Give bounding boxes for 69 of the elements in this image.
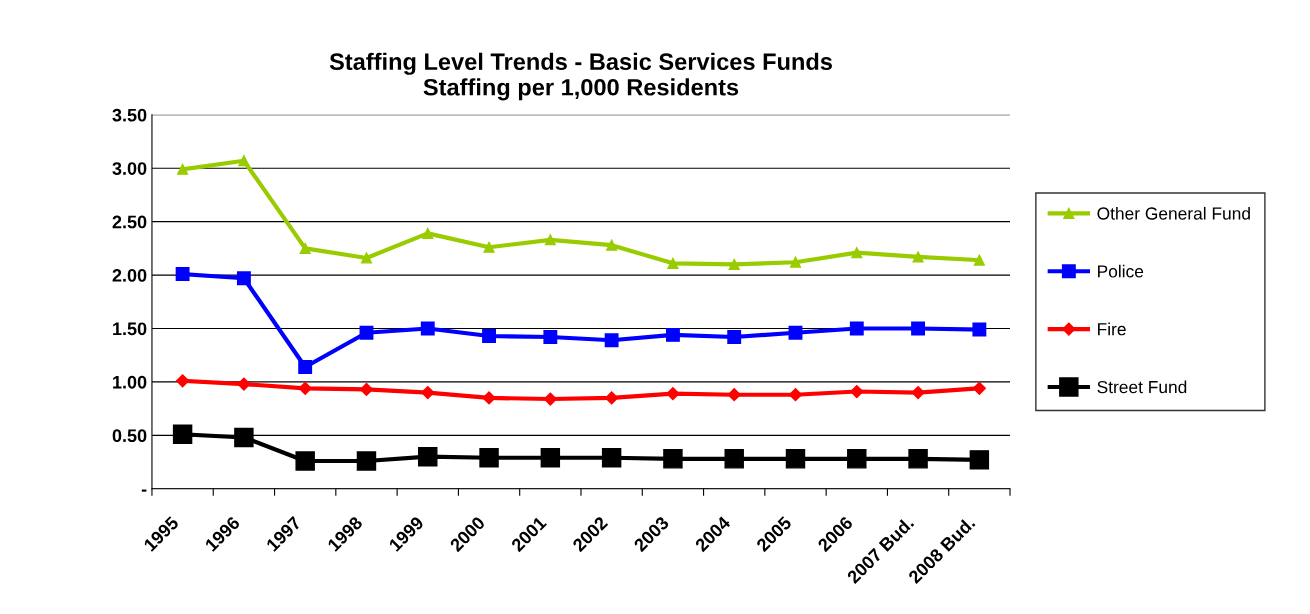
point xyxy=(850,384,864,399)
point xyxy=(847,449,867,469)
point xyxy=(175,267,190,281)
point xyxy=(359,325,374,340)
y-tick-label: 1.50 xyxy=(113,322,147,336)
point xyxy=(482,329,496,343)
point xyxy=(176,374,190,388)
point xyxy=(789,256,802,268)
chart-title: Staffing Level Trends - Basic Services Funds Staffing per 1,000 Residents xyxy=(329,52,832,101)
point xyxy=(667,257,679,269)
y-tick-label: 2.50 xyxy=(112,215,147,229)
point xyxy=(788,325,803,340)
point xyxy=(543,330,558,344)
point xyxy=(298,360,313,374)
point xyxy=(360,252,373,264)
point xyxy=(420,321,435,336)
point xyxy=(969,450,990,470)
point xyxy=(544,234,556,246)
point xyxy=(911,321,926,336)
point xyxy=(177,163,189,175)
point xyxy=(728,258,740,270)
legend-label: Police xyxy=(1098,264,1144,278)
point xyxy=(172,424,193,444)
legend-label: Street Fund xyxy=(1097,380,1187,394)
point xyxy=(851,247,863,259)
y-tick-label: 2.00 xyxy=(112,269,147,282)
point xyxy=(911,386,925,400)
point xyxy=(543,392,557,406)
point xyxy=(785,449,806,469)
point xyxy=(422,227,434,239)
point xyxy=(788,388,803,402)
point xyxy=(972,381,986,395)
legend-label: Other General Fund xyxy=(1097,206,1250,220)
point xyxy=(727,388,741,402)
y-tick-label: 0.50 xyxy=(112,429,147,443)
point xyxy=(912,251,924,263)
point xyxy=(663,449,683,469)
point xyxy=(724,449,744,469)
point xyxy=(605,391,619,405)
point xyxy=(359,382,374,396)
point xyxy=(606,239,618,251)
point xyxy=(298,381,312,395)
point xyxy=(972,322,987,337)
y-tick-label: 1.00 xyxy=(113,375,147,389)
point xyxy=(418,446,438,467)
point xyxy=(356,451,377,471)
point xyxy=(540,448,561,468)
point xyxy=(479,448,499,468)
point xyxy=(601,448,622,468)
point xyxy=(236,271,251,286)
point xyxy=(973,254,985,266)
point xyxy=(482,391,496,405)
point xyxy=(665,327,680,342)
point xyxy=(234,427,254,448)
point xyxy=(908,449,928,469)
legend-label: Fire xyxy=(1098,322,1126,336)
y-tick-label: 3.50 xyxy=(112,108,147,122)
y-tick-label: - xyxy=(141,489,147,492)
point xyxy=(849,321,864,336)
point xyxy=(483,241,495,253)
point xyxy=(727,330,742,344)
point xyxy=(299,242,311,254)
y-tick-label: 3.00 xyxy=(112,162,147,175)
point xyxy=(238,155,250,167)
point xyxy=(666,387,680,401)
point xyxy=(295,451,315,471)
point xyxy=(421,386,435,400)
point xyxy=(604,333,619,348)
point xyxy=(237,377,251,391)
